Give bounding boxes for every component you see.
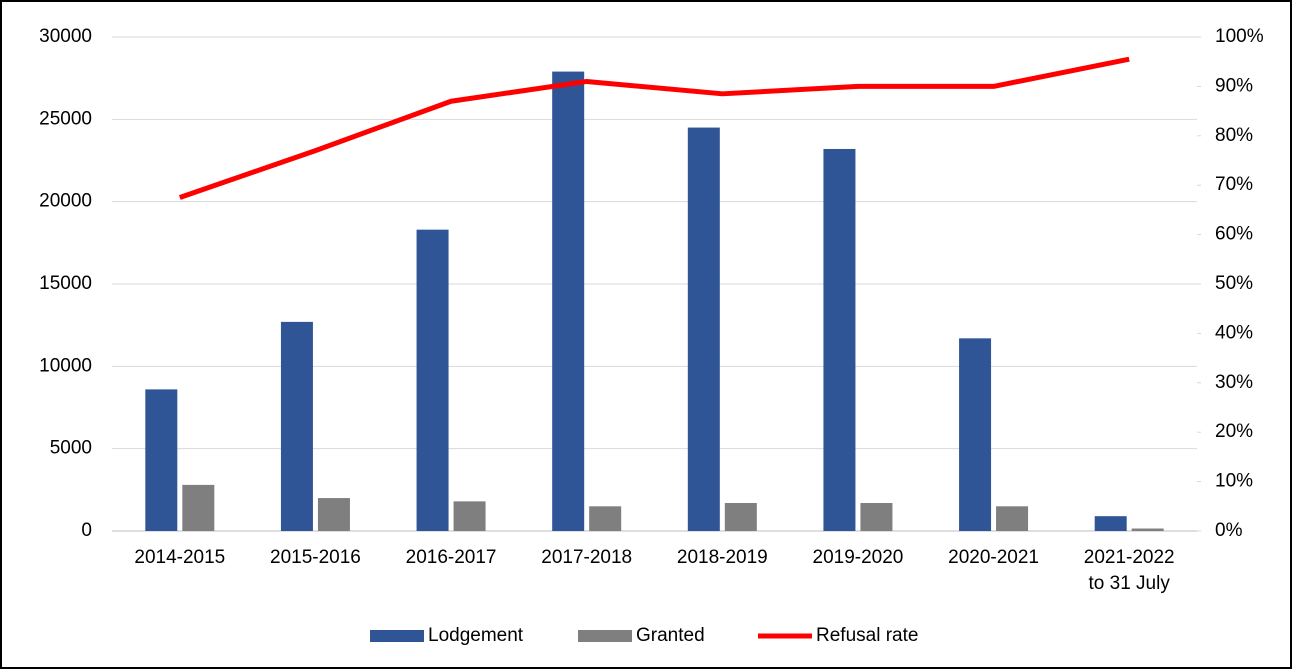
bar [416, 229, 449, 531]
y-tick-label: 0 [81, 520, 92, 541]
y-tick-label: 30000 [39, 26, 92, 47]
line [178, 56, 1130, 200]
y2-tick-label: 50% [1215, 273, 1253, 294]
x-tick-label: 2020-2021 [948, 547, 1039, 568]
x-tick-label: 2021-2022 [1084, 547, 1175, 568]
y2-tick-label: 90% [1215, 75, 1253, 96]
y-tick-label: 25000 [39, 108, 92, 129]
x-tick-label: 2017-2018 [541, 547, 632, 568]
bar [996, 506, 1029, 531]
legend-label: Lodgement [428, 625, 524, 646]
y2-tick-label: 40% [1215, 322, 1253, 343]
bar [959, 338, 992, 531]
y2-tick-label: 60% [1215, 224, 1253, 245]
bar [1094, 516, 1127, 531]
y-tick-label: 5000 [50, 438, 92, 459]
x-tick-label: 2015-2016 [270, 547, 361, 568]
bar [589, 506, 622, 531]
y2-tick-label: 10% [1215, 471, 1253, 492]
bar [280, 321, 313, 531]
y2-tick-label: 100% [1215, 26, 1264, 47]
y2-tick-label: 80% [1215, 125, 1253, 146]
x-tick-label: 2016-2017 [406, 547, 497, 568]
bar [453, 501, 486, 531]
bar [823, 148, 856, 531]
x-tick-label: 2014-2015 [134, 547, 225, 568]
bar [724, 503, 757, 531]
y2-tick-label: 0% [1215, 520, 1243, 541]
bar [182, 484, 215, 531]
y2-tick-label: 30% [1215, 372, 1253, 393]
bar [1131, 528, 1164, 531]
bar [860, 503, 893, 531]
legend-label: Refusal rate [816, 625, 918, 646]
legend-swatch [578, 630, 632, 642]
y-tick-label: 10000 [39, 355, 92, 376]
bar [687, 127, 720, 532]
y-tick-label: 15000 [39, 273, 92, 294]
bar [145, 389, 178, 531]
bar [552, 71, 585, 531]
y2-tick-label: 70% [1215, 174, 1253, 195]
x-tick-label: 2019-2020 [813, 547, 904, 568]
y2-tick-label: 20% [1215, 421, 1253, 442]
y-tick-label: 20000 [39, 191, 92, 212]
legend-label: Granted [636, 625, 705, 646]
legend-swatch [370, 630, 424, 642]
bar [317, 498, 350, 531]
x-tick-label: to 31 July [1089, 573, 1171, 594]
x-tick-label: 2018-2019 [677, 547, 768, 568]
